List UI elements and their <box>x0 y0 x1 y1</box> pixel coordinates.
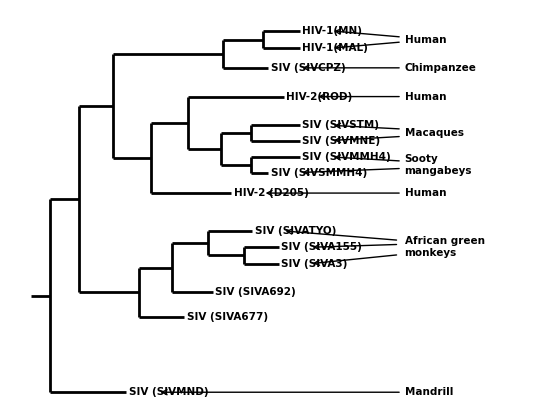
Text: SIV (SIVMND): SIV (SIVMND) <box>129 387 209 397</box>
Text: SIV (SIVMNE): SIV (SIVMNE) <box>302 135 380 145</box>
Text: Macaques: Macaques <box>405 128 464 138</box>
Text: Human: Human <box>405 188 446 198</box>
Text: SIV (SIVCPZ): SIV (SIVCPZ) <box>271 63 345 73</box>
Text: Sooty
mangabeys: Sooty mangabeys <box>405 154 472 176</box>
Text: HIV-2 (D205): HIV-2 (D205) <box>234 188 309 198</box>
Text: SIV (SIVA3): SIV (SIVA3) <box>281 259 347 269</box>
Text: SIV (SIVA692): SIV (SIVA692) <box>215 287 296 297</box>
Text: SIV (SIVSTM): SIV (SIVSTM) <box>302 120 379 130</box>
Text: SIV (SIVATYO): SIV (SIVATYO) <box>255 226 336 236</box>
Text: SIV (SIVA677): SIV (SIVA677) <box>187 312 267 322</box>
Text: Chimpanzee: Chimpanzee <box>405 63 477 73</box>
Text: HIV-2(ROD): HIV-2(ROD) <box>286 92 353 101</box>
Text: African green
monkeys: African green monkeys <box>405 236 485 258</box>
Text: Human: Human <box>405 34 446 44</box>
Text: HIV-1(MAL): HIV-1(MAL) <box>302 43 368 53</box>
Text: SIV (SIVSMMH4): SIV (SIVSMMH4) <box>271 168 367 178</box>
Text: Human: Human <box>405 92 446 101</box>
Text: Mandrill: Mandrill <box>405 387 453 397</box>
Text: SIV (SIVA155): SIV (SIVA155) <box>281 242 362 252</box>
Text: SIV (SIVMMH4): SIV (SIVMMH4) <box>302 152 391 162</box>
Text: HIV-1(MN): HIV-1(MN) <box>302 26 362 36</box>
